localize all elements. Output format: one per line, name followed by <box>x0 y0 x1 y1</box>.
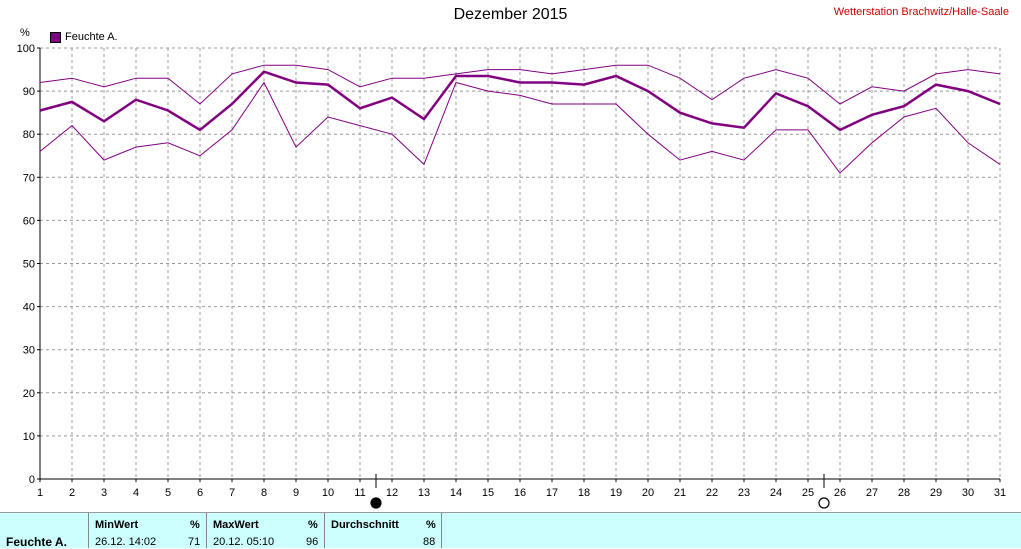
x-tick-label: 8 <box>261 487 267 499</box>
full-moon-icon <box>818 497 830 509</box>
y-tick-label: 70 <box>23 172 35 184</box>
min-header: MinWert <box>95 519 139 531</box>
avg-header: Durchschnitt <box>331 519 399 531</box>
x-tick-label: 22 <box>706 487 718 499</box>
avg-cell: Durchschnitt % 88 <box>324 513 442 548</box>
grid <box>40 47 1001 479</box>
x-tick-label: 30 <box>962 487 974 499</box>
x-tick-label: 16 <box>514 487 526 499</box>
x-tick-label: 2 <box>69 487 75 499</box>
y-tick-label: 40 <box>23 302 35 314</box>
x-tick-label: 5 <box>165 487 171 499</box>
x-tick-label: 21 <box>674 487 686 499</box>
y-tick-label: 60 <box>23 215 35 227</box>
series-line-max <box>39 64 1001 105</box>
max-value: 96 <box>306 536 319 548</box>
legend-swatch <box>50 31 61 43</box>
y-tick-label: 10 <box>23 431 35 443</box>
x-tick-label: 9 <box>293 487 299 499</box>
y-tick-label: 90 <box>23 86 35 98</box>
y-tick-label: 80 <box>23 129 35 141</box>
y-tick-label: 30 <box>23 345 35 357</box>
x-tick-label: 26 <box>834 487 846 499</box>
y-axis-unit: % <box>20 27 30 39</box>
series-line-mean <box>39 70 1001 132</box>
x-tick-label: 20 <box>642 487 654 499</box>
x-tick-label: 23 <box>738 487 750 499</box>
y-tick-label: 100 <box>17 43 35 55</box>
x-tick-label: 27 <box>866 487 878 499</box>
station-name: Wetterstation Brachwitz/Halle-Saale <box>833 6 1009 18</box>
max-cell: MaxWert % 20.12. 05:10 96 <box>206 513 324 548</box>
x-tick-label: 19 <box>610 487 622 499</box>
y-tick-label: 20 <box>23 388 35 400</box>
min-time: 26.12. 14:02 <box>95 536 157 548</box>
legend: Feuchte A. <box>50 31 118 43</box>
x-tick-label: 6 <box>197 487 203 499</box>
x-tick-label: 24 <box>770 487 782 499</box>
x-tick-label: 17 <box>546 487 558 499</box>
x-tick-label: 18 <box>578 487 590 499</box>
x-tick-label: 3 <box>101 487 107 499</box>
x-tick-label: 13 <box>418 487 430 499</box>
min-value: 71 <box>188 536 201 548</box>
axes <box>37 47 1001 482</box>
x-tick-label: 12 <box>386 487 398 499</box>
x-tick-label: 10 <box>322 487 334 499</box>
x-tick-label: 15 <box>482 487 494 499</box>
x-tick-label: 1 <box>37 487 43 499</box>
avg-value: 88 <box>423 536 436 548</box>
moon-phases <box>370 474 830 509</box>
x-tick-label: 28 <box>898 487 910 499</box>
legend-label: Feuchte A. <box>65 31 118 43</box>
min-unit: % <box>190 519 200 531</box>
avg-unit: % <box>426 519 436 531</box>
max-header: MaxWert <box>213 519 259 531</box>
x-tick-label: 11 <box>354 487 365 499</box>
x-tick-label: 4 <box>133 487 139 499</box>
x-tick-label: 25 <box>802 487 814 499</box>
stats-row-label: Feuchte A. <box>6 535 67 549</box>
y-tick-label: 50 <box>23 259 35 271</box>
max-time: 20.12. 05:10 <box>213 536 275 548</box>
x-tick-label: 14 <box>450 487 462 499</box>
max-unit: % <box>308 519 318 531</box>
stats-panel: Feuchte A. MinWert % 26.12. 14:02 71 Max… <box>0 512 1021 549</box>
chart-title: Dezember 2015 <box>453 6 568 23</box>
y-tick-label: 0 <box>29 474 35 486</box>
x-tick-label: 29 <box>930 487 942 499</box>
series-line-min <box>39 81 1001 174</box>
series-lines <box>39 64 1001 174</box>
new-moon-icon <box>370 497 382 509</box>
min-cell: MinWert % 26.12. 14:02 71 <box>88 513 206 548</box>
x-tick-label: 7 <box>229 487 235 499</box>
x-tick-label: 31 <box>994 487 1006 499</box>
